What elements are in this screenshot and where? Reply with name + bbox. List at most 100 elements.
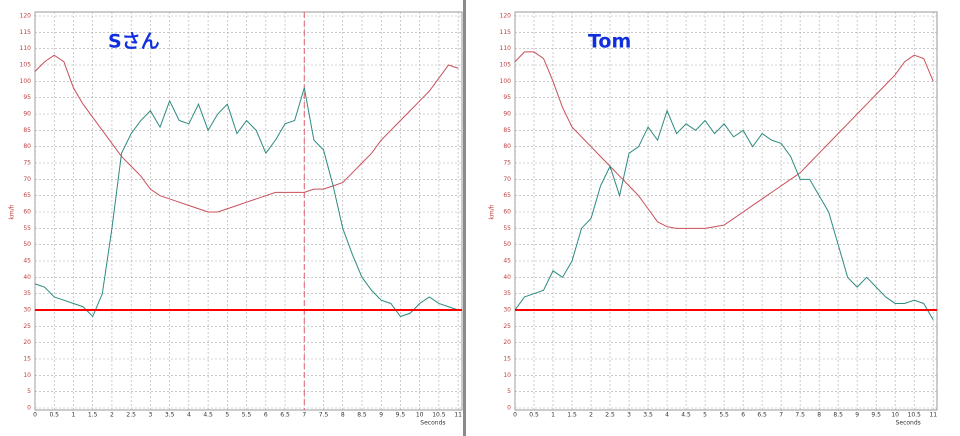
y-tick-label: 60 — [503, 209, 511, 216]
x-tick-label: 8 — [341, 412, 345, 419]
y-tick-label: 70 — [503, 176, 511, 183]
x-tick-label: 6 — [741, 412, 745, 419]
plot-area — [34, 11, 463, 411]
x-axis-label: Seconds — [420, 420, 445, 427]
x-tick-label: 11 — [454, 412, 462, 419]
x-tick-label: 7 — [302, 412, 306, 419]
y-tick-label: 35 — [23, 290, 31, 297]
y-tick-label: 110 — [500, 45, 512, 52]
y-tick-label: 95 — [23, 94, 31, 101]
x-tick-label: 3 — [627, 412, 631, 419]
x-tick-label: 0 — [33, 412, 37, 419]
separator — [463, 0, 466, 436]
x-tick-label: 1.5 — [88, 412, 98, 419]
x-tick-label: 2.5 — [126, 412, 136, 419]
x-tick-label: 9 — [379, 412, 383, 419]
x-tick-label: 10 — [891, 412, 899, 419]
x-tick-label: 8 — [817, 412, 821, 419]
y-tick-label: 105 — [20, 62, 32, 69]
y-tick-label: 0 — [507, 405, 511, 412]
y-tick-label: 110 — [20, 45, 32, 52]
x-tick-label: 4 — [187, 412, 191, 419]
x-tick-label: 0.5 — [529, 412, 539, 419]
y-tick-label: 65 — [23, 192, 31, 199]
data-line — [34, 54, 459, 213]
y-tick-label: 15 — [503, 356, 511, 363]
x-tick-label: 3 — [148, 412, 152, 419]
y-tick-label: 55 — [23, 225, 31, 232]
x-tick-label: 11 — [929, 412, 937, 419]
y-axis-label: km/h — [9, 204, 16, 219]
x-tick-label: 6.5 — [280, 412, 290, 419]
x-tick-label: 10.5 — [908, 412, 922, 419]
y-tick-label: 25 — [503, 323, 511, 330]
x-axis-label: Seconds — [896, 420, 921, 427]
y-tick-label: 10 — [23, 372, 31, 379]
y-tick-label: 60 — [23, 209, 31, 216]
x-tick-label: 9.5 — [396, 412, 406, 419]
x-tick-label: 1 — [551, 412, 555, 419]
x-tick-label: 2 — [110, 412, 114, 419]
x-tick-label: 5.5 — [242, 412, 252, 419]
y-tick-label: 40 — [503, 274, 511, 281]
y-tick-label: 20 — [23, 339, 31, 346]
chart-title: Tom — [588, 31, 631, 53]
x-tick-label: 8.5 — [833, 412, 843, 419]
y-tick-label: 45 — [23, 258, 31, 265]
y-tick-label: 55 — [503, 225, 511, 232]
y-tick-label: 75 — [23, 160, 31, 167]
x-tick-label: 10 — [416, 412, 424, 419]
x-tick-label: 8.5 — [357, 412, 367, 419]
y-tick-label: 120 — [20, 13, 32, 20]
x-tick-label: 0 — [513, 412, 517, 419]
data-line — [514, 51, 934, 229]
y-tick-label: 5 — [507, 388, 511, 395]
x-tick-label: 2.5 — [605, 412, 615, 419]
x-tick-label: 10.5 — [432, 412, 446, 419]
y-tick-label: 70 — [23, 176, 31, 183]
x-tick-label: 3.5 — [643, 412, 653, 419]
data-line — [514, 109, 934, 321]
y-tick-label: 90 — [503, 111, 511, 118]
x-tick-label: 7 — [779, 412, 783, 419]
y-tick-label: 85 — [503, 127, 511, 134]
x-tick-label: 4.5 — [681, 412, 691, 419]
y-tick-label: 90 — [23, 111, 31, 118]
x-tick-label: 0.5 — [49, 412, 59, 419]
y-tick-label: 100 — [20, 78, 32, 85]
y-tick-label: 30 — [503, 307, 511, 314]
y-tick-label: 120 — [500, 13, 512, 20]
y-tick-label: 75 — [503, 160, 511, 167]
y-tick-label: 50 — [23, 241, 31, 248]
x-tick-label: 4.5 — [203, 412, 213, 419]
y-tick-label: 80 — [503, 143, 511, 150]
y-tick-label: 80 — [23, 143, 31, 150]
y-tick-label: 35 — [503, 290, 511, 297]
plot-area — [514, 11, 938, 411]
x-tick-label: 4 — [665, 412, 669, 419]
x-tick-label: 5 — [225, 412, 229, 419]
y-tick-label: 105 — [500, 62, 512, 69]
x-tick-label: 9 — [855, 412, 859, 419]
y-tick-label: 15 — [23, 356, 31, 363]
x-tick-label: 3.5 — [165, 412, 175, 419]
chart-title: Sさん — [108, 31, 160, 53]
y-tick-label: 65 — [503, 192, 511, 199]
x-tick-label: 5 — [703, 412, 707, 419]
y-tick-label: 100 — [500, 78, 512, 85]
y-tick-label: 85 — [23, 127, 31, 134]
y-tick-label: 50 — [503, 241, 511, 248]
y-tick-label: 30 — [23, 307, 31, 314]
y-tick-label: 10 — [503, 372, 511, 379]
y-tick-label: 45 — [503, 258, 511, 265]
x-tick-label: 6 — [264, 412, 268, 419]
x-tick-label: 5.5 — [719, 412, 729, 419]
x-tick-label: 6.5 — [757, 412, 767, 419]
y-tick-label: 115 — [500, 29, 512, 36]
y-tick-label: 115 — [20, 29, 32, 36]
data-line — [34, 87, 459, 318]
x-tick-label: 7.5 — [319, 412, 329, 419]
y-tick-label: 40 — [23, 274, 31, 281]
y-tick-label: 95 — [503, 94, 511, 101]
